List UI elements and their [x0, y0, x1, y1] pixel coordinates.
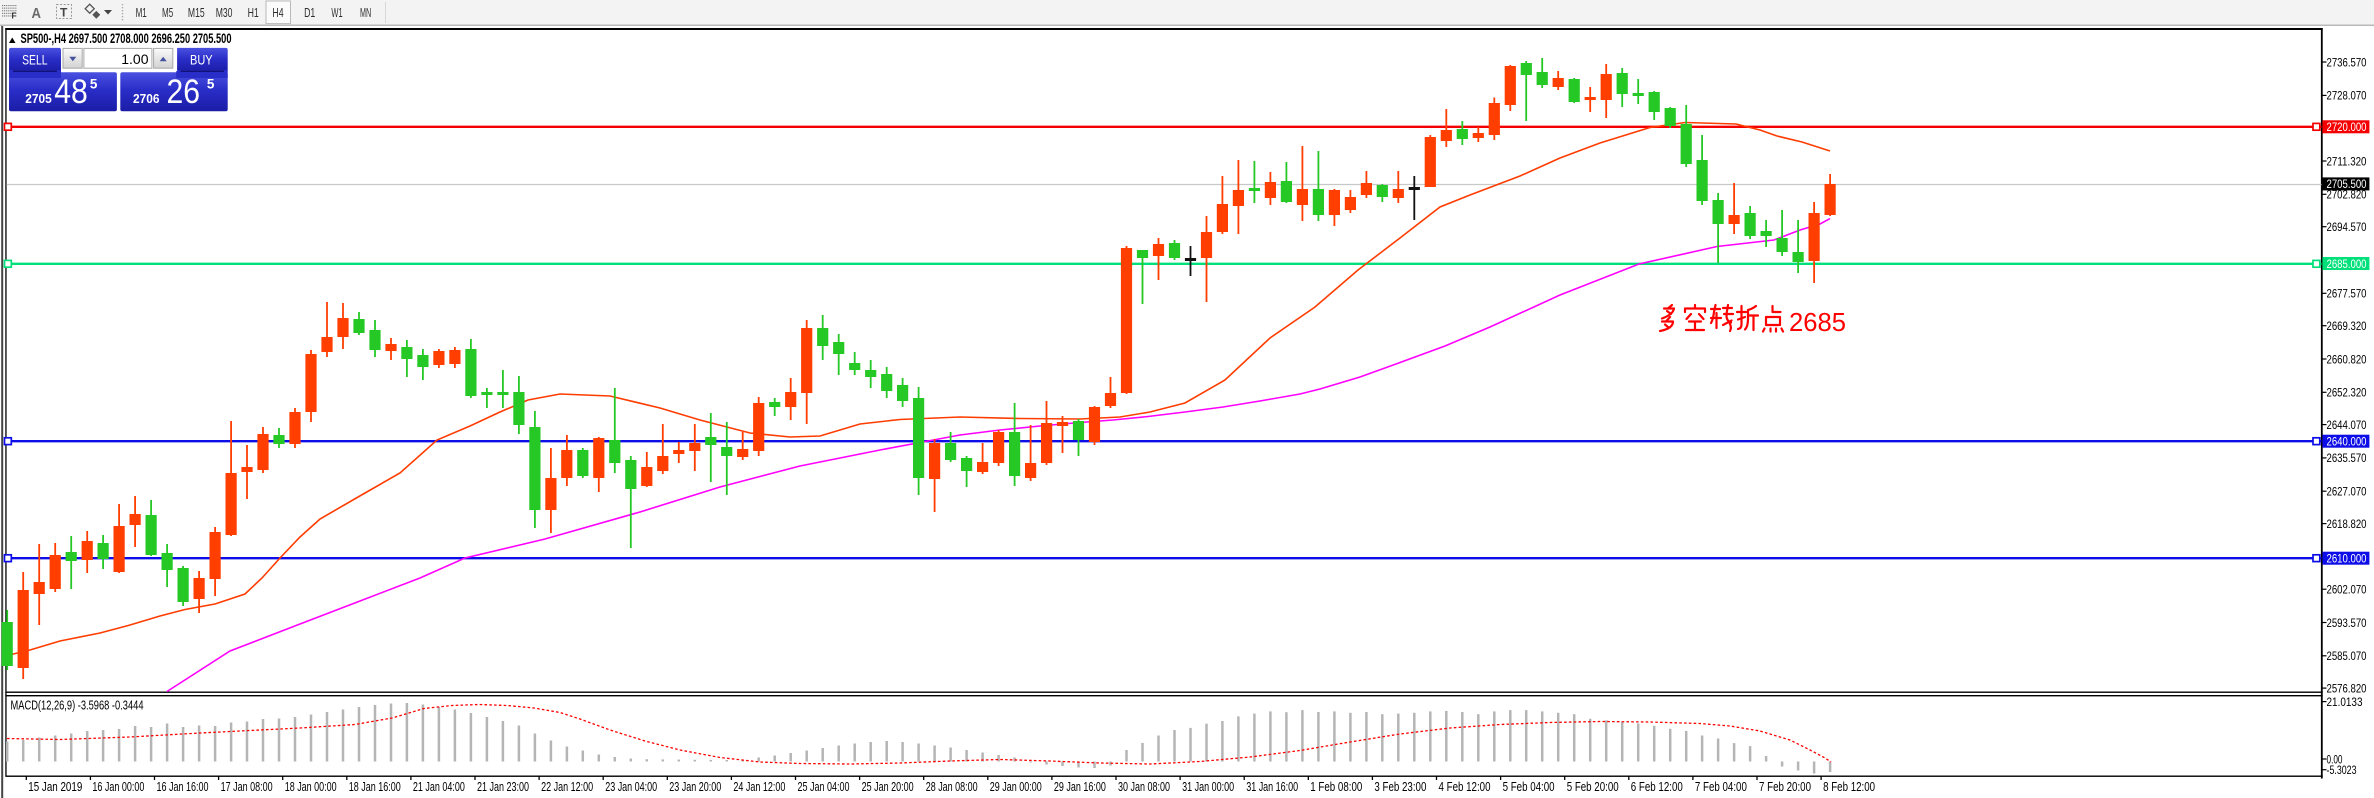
- svg-text:28 Jan 08:00: 28 Jan 08:00: [926, 780, 978, 794]
- svg-text:2640.000: 2640.000: [2327, 435, 2367, 449]
- svg-text:8 Feb 12:00: 8 Feb 12:00: [1823, 780, 1875, 794]
- svg-text:2677.570: 2677.570: [2327, 287, 2367, 301]
- svg-text:5: 5: [90, 77, 98, 92]
- svg-text:48: 48: [54, 73, 88, 111]
- svg-text:H4: H4: [272, 6, 283, 20]
- svg-text:25 Jan 20:00: 25 Jan 20:00: [862, 780, 914, 794]
- svg-text:SELL: SELL: [22, 52, 48, 67]
- svg-text:-5.3023: -5.3023: [2327, 763, 2357, 777]
- svg-text:4 Feb 12:00: 4 Feb 12:00: [1439, 780, 1491, 794]
- svg-text:BUY: BUY: [190, 52, 213, 67]
- svg-text:26: 26: [167, 73, 201, 111]
- svg-text:2576.820: 2576.820: [2327, 681, 2367, 695]
- svg-text:7 Feb 04:00: 7 Feb 04:00: [1695, 780, 1747, 794]
- svg-text:2705: 2705: [25, 92, 52, 106]
- svg-text:2702.820: 2702.820: [2327, 188, 2367, 202]
- svg-text:2660.820: 2660.820: [2327, 352, 2367, 366]
- svg-text:2618.820: 2618.820: [2327, 517, 2367, 531]
- svg-text:6 Feb 12:00: 6 Feb 12:00: [1631, 780, 1683, 794]
- svg-text:2685: 2685: [1789, 307, 1846, 337]
- svg-text:23 Jan 20:00: 23 Jan 20:00: [669, 780, 721, 794]
- svg-text:17 Jan 08:00: 17 Jan 08:00: [221, 780, 273, 794]
- svg-text:31 Jan 16:00: 31 Jan 16:00: [1246, 780, 1298, 794]
- svg-text:22 Jan 12:00: 22 Jan 12:00: [541, 780, 593, 794]
- svg-text:30 Jan 08:00: 30 Jan 08:00: [1118, 780, 1170, 794]
- svg-text:2720.000: 2720.000: [2327, 120, 2367, 134]
- svg-text:1.00: 1.00: [121, 51, 148, 67]
- svg-text:T: T: [60, 6, 68, 20]
- svg-text:2728.070: 2728.070: [2327, 89, 2367, 103]
- svg-text:MN: MN: [360, 6, 371, 20]
- svg-text:2694.570: 2694.570: [2327, 220, 2367, 234]
- svg-text:F: F: [12, 12, 17, 21]
- svg-text:2602.070: 2602.070: [2327, 583, 2367, 597]
- svg-text:21 Jan 23:00: 21 Jan 23:00: [477, 780, 529, 794]
- svg-text:2711.320: 2711.320: [2327, 154, 2367, 168]
- svg-text:2736.570: 2736.570: [2327, 55, 2367, 69]
- svg-text:16 Jan 16:00: 16 Jan 16:00: [157, 780, 209, 794]
- svg-text:2705.500: 2705.500: [2327, 177, 2367, 191]
- svg-text:18 Jan 16:00: 18 Jan 16:00: [349, 780, 401, 794]
- svg-text:W1: W1: [331, 6, 342, 20]
- svg-text:D1: D1: [304, 6, 315, 20]
- svg-text:M5: M5: [162, 6, 173, 20]
- svg-text:18 Jan 00:00: 18 Jan 00:00: [285, 780, 337, 794]
- svg-text:23 Jan 04:00: 23 Jan 04:00: [605, 780, 657, 794]
- svg-text:16 Jan 00:00: 16 Jan 00:00: [92, 780, 144, 794]
- svg-text:MACD(12,26,9) -3.5968 -0.3444: MACD(12,26,9) -3.5968 -0.3444: [11, 699, 144, 713]
- svg-text:2706: 2706: [133, 92, 160, 106]
- svg-text:M15: M15: [188, 6, 205, 20]
- svg-text:21.0133: 21.0133: [2327, 695, 2363, 709]
- svg-text:2627.070: 2627.070: [2327, 485, 2367, 499]
- svg-text:0.00: 0.00: [2327, 752, 2343, 766]
- svg-text:25 Jan 04:00: 25 Jan 04:00: [798, 780, 850, 794]
- svg-text:1 Feb 08:00: 1 Feb 08:00: [1310, 780, 1362, 794]
- svg-text:H1: H1: [248, 6, 259, 20]
- svg-text:24 Jan 12:00: 24 Jan 12:00: [733, 780, 785, 794]
- svg-text:2635.570: 2635.570: [2327, 451, 2367, 465]
- svg-text:2652.320: 2652.320: [2327, 386, 2367, 400]
- svg-text:M30: M30: [216, 6, 233, 20]
- svg-text:A: A: [32, 6, 42, 22]
- svg-text:2610.000: 2610.000: [2327, 552, 2367, 566]
- svg-text:15 Jan 2019: 15 Jan 2019: [28, 780, 82, 794]
- svg-text:5 Feb 04:00: 5 Feb 04:00: [1503, 780, 1555, 794]
- svg-text:3 Feb 23:00: 3 Feb 23:00: [1374, 780, 1426, 794]
- svg-text:5 Feb 20:00: 5 Feb 20:00: [1567, 780, 1619, 794]
- svg-text:21 Jan 04:00: 21 Jan 04:00: [413, 780, 465, 794]
- svg-text:2644.070: 2644.070: [2327, 418, 2367, 432]
- svg-text:2669.320: 2669.320: [2327, 319, 2367, 333]
- svg-text:2585.070: 2585.070: [2327, 649, 2367, 663]
- svg-text:SP500-,H4 2697.500 2708.000 2: SP500-,H4 2697.500 2708.000 2696.250 270…: [21, 31, 232, 46]
- svg-text:31 Jan 00:00: 31 Jan 00:00: [1182, 780, 1234, 794]
- svg-text:M1: M1: [136, 6, 147, 20]
- svg-text:29 Jan 16:00: 29 Jan 16:00: [1054, 780, 1106, 794]
- svg-text:29 Jan 00:00: 29 Jan 00:00: [990, 780, 1042, 794]
- svg-text:2685.000: 2685.000: [2327, 257, 2367, 271]
- svg-text:7 Feb 20:00: 7 Feb 20:00: [1759, 780, 1811, 794]
- svg-text:5: 5: [207, 77, 215, 92]
- svg-text:2593.570: 2593.570: [2327, 616, 2367, 630]
